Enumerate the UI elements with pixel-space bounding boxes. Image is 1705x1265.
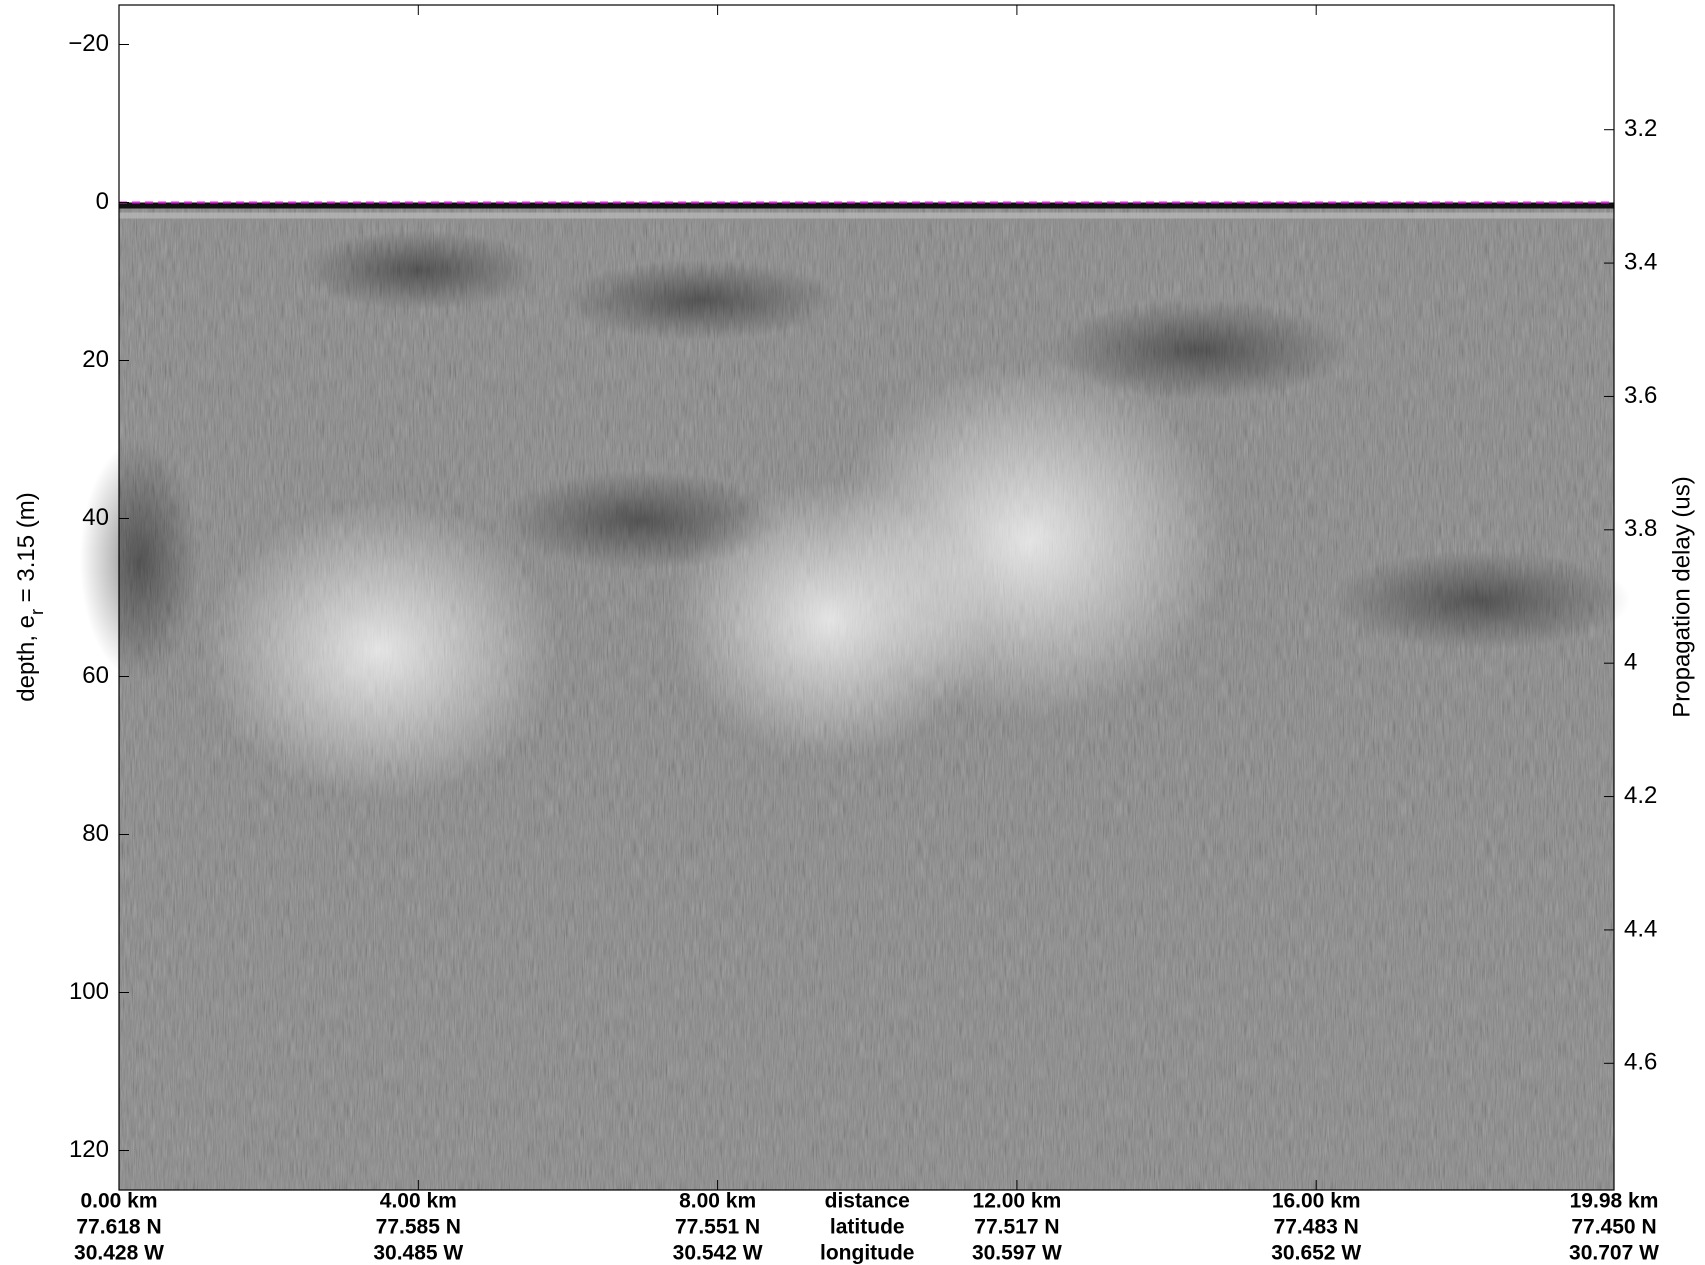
- y2-tick-label: 4.6: [1624, 1049, 1657, 1076]
- x-tick-label: 0.00 km: [80, 1190, 157, 1213]
- y-tick-label: −20: [68, 30, 109, 57]
- longitude-label: 30.707 W: [1569, 1242, 1659, 1265]
- y2-axis-label: Propagation delay (us): [1668, 476, 1695, 717]
- y-tick-label: 120: [69, 1136, 109, 1163]
- image-feature: [1330, 550, 1630, 650]
- y-tick-label: 60: [82, 662, 109, 689]
- y-tick-label: 20: [82, 346, 109, 373]
- y2-tick-label: 3.2: [1624, 115, 1657, 142]
- row-name: longitude: [820, 1242, 914, 1265]
- y2-tick-label: 4.4: [1624, 915, 1657, 942]
- latitude-label: 77.483 N: [1274, 1216, 1359, 1239]
- y2-tick-label: 4.2: [1624, 782, 1657, 809]
- surface-band: [119, 202, 1614, 209]
- longitude-label: 30.597 W: [972, 1242, 1062, 1265]
- latitude-label: 77.618 N: [76, 1216, 161, 1239]
- echogram-image: [80, 202, 1630, 1190]
- x-tick-label: 4.00 km: [380, 1190, 457, 1213]
- y2-tick-label: 4: [1624, 649, 1637, 676]
- image-feature: [200, 500, 560, 800]
- x-tick-label: 12.00 km: [973, 1190, 1062, 1213]
- x-tick-label: 19.98 km: [1570, 1190, 1659, 1213]
- longitude-label: 30.542 W: [673, 1242, 763, 1265]
- y2-tick-label: 3.4: [1624, 248, 1657, 275]
- y-tick-label: 0: [96, 188, 109, 215]
- surface-band: [119, 212, 1614, 219]
- y-axis-label: depth, er = 3.15 (m): [13, 492, 46, 701]
- image-feature: [80, 440, 200, 680]
- y2-tick-label: 3.8: [1624, 515, 1657, 542]
- x-tick-label: 8.00 km: [679, 1190, 756, 1213]
- image-feature: [300, 230, 540, 310]
- row-name: distance: [825, 1190, 910, 1213]
- row-name: latitude: [830, 1216, 905, 1239]
- image-feature: [1050, 300, 1350, 400]
- longitude-label: 30.485 W: [373, 1242, 463, 1265]
- longitude-label: 30.428 W: [74, 1242, 164, 1265]
- x-tick-label: 16.00 km: [1272, 1190, 1361, 1213]
- longitude-label: 30.652 W: [1271, 1242, 1361, 1265]
- image-feature: [500, 470, 780, 570]
- y-tick-label: 40: [82, 504, 109, 531]
- image-feature: [560, 260, 840, 340]
- y-tick-label: 80: [82, 820, 109, 847]
- latitude-label: 77.551 N: [675, 1216, 760, 1239]
- latitude-label: 77.517 N: [974, 1216, 1059, 1239]
- y2-tick-label: 3.6: [1624, 382, 1657, 409]
- y-tick-label: 100: [69, 978, 109, 1005]
- latitude-label: 77.585 N: [376, 1216, 461, 1239]
- plot-frame: [118, 4, 1615, 1191]
- latitude-label: 77.450 N: [1571, 1216, 1656, 1239]
